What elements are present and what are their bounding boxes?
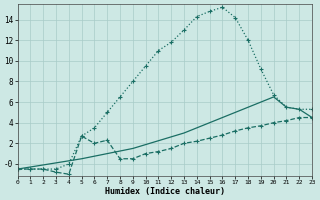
X-axis label: Humidex (Indice chaleur): Humidex (Indice chaleur) bbox=[105, 187, 225, 196]
